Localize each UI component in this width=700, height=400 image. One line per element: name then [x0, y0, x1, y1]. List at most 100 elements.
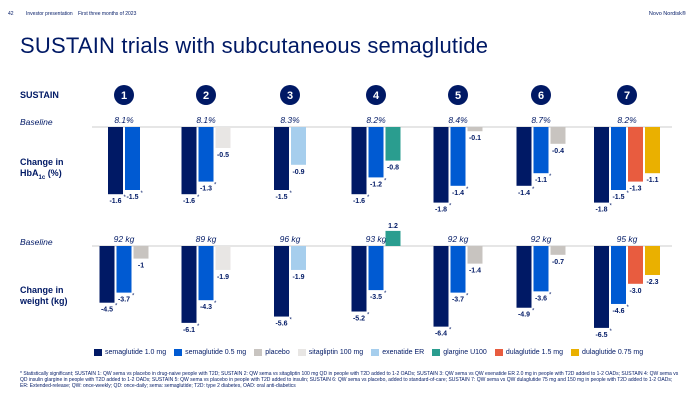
weight-sig-t1-s1: * — [132, 294, 135, 300]
weight-sig-t4-s1: * — [384, 291, 387, 297]
legend-label-2: semaglutide 0.5 mg — [185, 349, 247, 356]
legend-item-2: semaglutide 0.5 mg — [174, 349, 246, 356]
trial-number-2: 2 — [203, 90, 209, 102]
weight-bar-t1-s0 — [99, 246, 115, 303]
legend-item-6: glargine U100 — [432, 349, 487, 356]
hba1c-label-t4-s2: -0.8 — [387, 165, 399, 172]
weight-bar-t3-s2 — [291, 246, 306, 270]
baseline-label-weight: Baseline — [20, 237, 53, 247]
weight-bar-t5-s0 — [433, 246, 449, 327]
hba1c-bar-t3-s0 — [274, 127, 289, 190]
hba1c-sig-t3-s0: * — [290, 191, 293, 197]
hba1c-label-t1-s0: -1.6 — [109, 198, 121, 205]
legend-label-3: placebo — [265, 349, 290, 356]
footnote: * Statistically significant; SUSTAIN 1: … — [20, 371, 679, 390]
hba1c-sig-t2-s1: * — [214, 183, 217, 189]
hba1c-sig-t7-s0: * — [610, 204, 613, 210]
hba1c-bar-t3-s2 — [291, 127, 306, 165]
hba1c-bar-t4-s1 — [368, 127, 384, 178]
hba1c-label-t3-s0: -1.5 — [275, 194, 287, 201]
weight-label-t5-s1: -3.7 — [452, 297, 464, 304]
legend-label-6: glargine U100 — [443, 349, 487, 356]
hba1c-label-main: HbA — [20, 168, 39, 178]
weight-label-t2-s1: -4.3 — [200, 304, 212, 311]
trial-circle-6 — [531, 85, 551, 105]
hba1c-label-t2-s0: -1.6 — [183, 198, 195, 205]
hba1c-label-t3-s2: -0.9 — [292, 169, 304, 176]
hba1c-label-t7-s4: -1.1 — [646, 177, 658, 184]
trial-number-4: 4 — [373, 90, 380, 102]
weight-label-t3-s2: -1.9 — [292, 274, 304, 281]
weight-bar-t4-s1 — [368, 246, 384, 291]
weight-label-t6-s1: -3.6 — [535, 295, 547, 302]
legend-swatch-2 — [174, 349, 183, 356]
weight-label-t4-s2: 1.2 — [388, 223, 398, 230]
weight-bar-t5-s1 — [450, 246, 466, 293]
hba1c-baseline-7: 8.2% — [617, 115, 637, 125]
weight-bar-t7-s4 — [645, 246, 660, 275]
weight-label-t7-s1: -4.6 — [612, 308, 624, 315]
weight-bar-t6-s2 — [550, 246, 566, 255]
weight-sig-t7-s1: * — [627, 305, 630, 311]
hba1c-label-t7-s3: -1.3 — [629, 186, 641, 193]
sustain-label: SUSTAIN — [20, 90, 59, 100]
weight-sig-t7-s0: * — [610, 329, 613, 335]
weight-label-t1-s2: -1 — [138, 263, 144, 270]
weight-label-line2: weight (kg) — [20, 296, 68, 306]
hba1c-sig-t6-s1: * — [549, 174, 552, 180]
legend-swatch-7 — [494, 349, 503, 356]
weight-label-t4-s1: -3.5 — [370, 294, 382, 301]
hba1c-label-t5-s0: -1.8 — [435, 207, 447, 214]
hba1c-label-t6-s2: -0.4 — [552, 148, 564, 155]
legend-label-8: dulaglutide 0.75 mg — [582, 349, 644, 356]
weight-label-t1-s1: -3.7 — [118, 297, 130, 304]
weight-label-t2-s0: -6.1 — [183, 327, 195, 334]
weight-label-t2-s2: -1.9 — [217, 274, 229, 281]
weight-baseline-1: 92 kg — [114, 234, 135, 244]
weight-label-t6-s2: -0.7 — [552, 259, 564, 266]
weight-label-t1-s0: -4.5 — [101, 307, 113, 314]
weight-label-t5-s2: -1.4 — [469, 268, 481, 275]
weight-bar-t3-s0 — [274, 246, 289, 317]
trial-circle-1 — [114, 85, 134, 105]
hba1c-label-t2-s2: -0.5 — [217, 152, 229, 159]
legend-item-8: dulaglutide 0.75 mg — [571, 349, 643, 356]
hba1c-axis-label: Change in HbA1c (%) — [20, 157, 64, 184]
weight-sig-t5-s0: * — [449, 328, 452, 334]
hba1c-label-t6-s0: -1.4 — [518, 190, 530, 197]
legend-label-5: exenatide ER — [382, 349, 425, 356]
hba1c-sig-t5-s0: * — [449, 204, 452, 210]
weight-bar-t7-s0 — [594, 246, 609, 328]
hba1c-bar-t7-s0 — [594, 127, 609, 203]
weight-sig-t1-s0: * — [115, 304, 118, 310]
hba1c-bar-t5-s2 — [467, 127, 483, 132]
weight-label-line1: Change in — [20, 285, 64, 295]
hba1c-baseline-5: 8.4% — [448, 115, 468, 125]
trial-circle-5 — [448, 85, 468, 105]
hba1c-sig-t7-s1: * — [627, 191, 630, 197]
hba1c-bar-t5-s0 — [433, 127, 449, 203]
hba1c-bar-t6-s2 — [550, 127, 566, 144]
weight-label-t7-s0: -6.5 — [595, 332, 607, 339]
brand-logo: Novo Nordisk® — [648, 11, 686, 17]
trial-number-3: 3 — [287, 90, 293, 102]
hba1c-baseline-2: 8.1% — [196, 115, 216, 125]
trial-circle-4 — [366, 85, 386, 105]
trial-circle-3 — [280, 85, 300, 105]
weight-sig-t2-s0: * — [197, 324, 200, 330]
weight-bar-t1-s2 — [133, 246, 149, 259]
weight-bar-t2-s0 — [181, 246, 197, 323]
weight-baseline-5: 92 kg — [448, 234, 469, 244]
weight-label-t3-s0: -5.6 — [275, 321, 287, 328]
hba1c-sig-t4-s0: * — [367, 195, 370, 201]
legend-label-1: semaglutide 1.0 mg — [105, 349, 167, 356]
hba1c-label-unit: (%) — [45, 168, 62, 178]
weight-baseline-6: 92 kg — [531, 234, 552, 244]
weight-bar-t7-s3 — [628, 246, 643, 284]
weight-bar-t1-s1 — [116, 246, 132, 293]
hba1c-sig-t4-s1: * — [384, 178, 387, 184]
weight-bar-t6-s1 — [533, 246, 549, 292]
trial-number-5: 5 — [455, 90, 461, 102]
hba1c-bar-t7-s3 — [628, 127, 643, 182]
